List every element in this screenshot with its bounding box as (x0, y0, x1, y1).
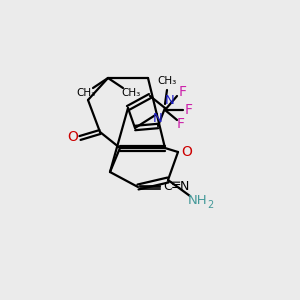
Text: CH₃: CH₃ (76, 88, 96, 98)
Text: 2: 2 (207, 200, 213, 210)
Text: F: F (179, 85, 187, 99)
Text: F: F (185, 103, 193, 117)
Text: N: N (153, 112, 163, 124)
Text: N: N (165, 94, 175, 106)
Text: O: O (68, 130, 78, 144)
Text: O: O (182, 145, 192, 159)
Text: F: F (177, 117, 185, 131)
Text: NH: NH (188, 194, 208, 208)
Text: N: N (179, 179, 189, 193)
Text: CH₃: CH₃ (122, 88, 141, 98)
Text: ≡: ≡ (171, 179, 181, 193)
Text: C: C (164, 179, 172, 193)
Text: CH₃: CH₃ (158, 76, 177, 86)
